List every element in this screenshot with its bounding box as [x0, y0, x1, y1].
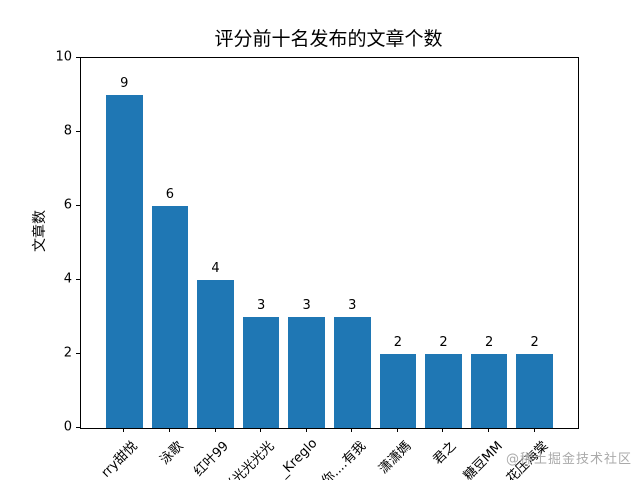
x-tick-label: 潇潇媽: [376, 438, 415, 478]
bar-value-label: 3: [348, 298, 357, 313]
x-tick-mark: [396, 428, 398, 432]
y-tick-mark: [76, 427, 80, 428]
x-tick-label: _Kreglo: [275, 436, 321, 480]
bar-value-label: 4: [211, 261, 220, 276]
x-tick-mark: [351, 428, 353, 432]
y-tick-label: 0: [63, 419, 72, 435]
bar-value-label: 3: [302, 298, 311, 313]
bar: [151, 206, 189, 428]
y-axis-label: 文章数: [32, 210, 48, 252]
bar-value-label: 6: [165, 187, 175, 202]
x-tick-label: rry甜悦: [98, 438, 141, 480]
bar-value-label: 3: [256, 298, 266, 313]
y-tick-label: 10: [55, 49, 72, 65]
y-tick-label: 8: [63, 123, 72, 139]
x-tick-mark: [533, 428, 535, 432]
bar: [334, 317, 371, 428]
bar-value-label: 2: [484, 335, 494, 350]
bar-value-label: 2: [393, 335, 403, 350]
y-tick-label: 4: [63, 271, 72, 287]
x-tick-mark: [488, 428, 490, 432]
x-tick-mark: [123, 428, 125, 432]
y-tick-mark: [76, 57, 80, 58]
bar: [470, 354, 508, 428]
plot-area: 9 6 4 3 3 3 2 2 2 2: [80, 57, 579, 429]
x-tick-mark: [260, 428, 262, 432]
y-tick-mark: [76, 205, 80, 206]
bar: [288, 317, 325, 428]
x-tick-mark: [305, 428, 307, 432]
y-tick-mark: [76, 131, 80, 132]
x-tick-label: 糖豆MM: [460, 438, 506, 480]
watermark: @稀土掘金技术社区: [505, 452, 632, 467]
bar: [106, 95, 143, 428]
bar: [516, 354, 553, 428]
y-tick-mark: [76, 279, 80, 280]
x-tick-label: 光光光光光: [220, 438, 278, 480]
bar-value-label: 2: [530, 335, 539, 350]
x-tick-label: 你....有我: [318, 438, 369, 480]
bar-value-label: 2: [439, 335, 448, 350]
x-tick-label: 君之: [430, 438, 460, 468]
bar: [197, 280, 234, 428]
x-tick-mark: [214, 428, 216, 432]
bar: [379, 354, 417, 428]
bar: [242, 317, 280, 428]
bar: [425, 354, 462, 428]
chart-title: 评分前十名发布的文章个数: [214, 28, 443, 50]
y-tick-label: 6: [63, 197, 72, 213]
x-tick-label: 泳歌: [157, 438, 187, 468]
x-tick-mark: [168, 428, 170, 432]
x-tick-mark: [442, 428, 444, 432]
y-tick-mark: [76, 353, 80, 354]
y-tick-label: 2: [63, 345, 72, 361]
bar-value-label: 9: [120, 76, 129, 91]
